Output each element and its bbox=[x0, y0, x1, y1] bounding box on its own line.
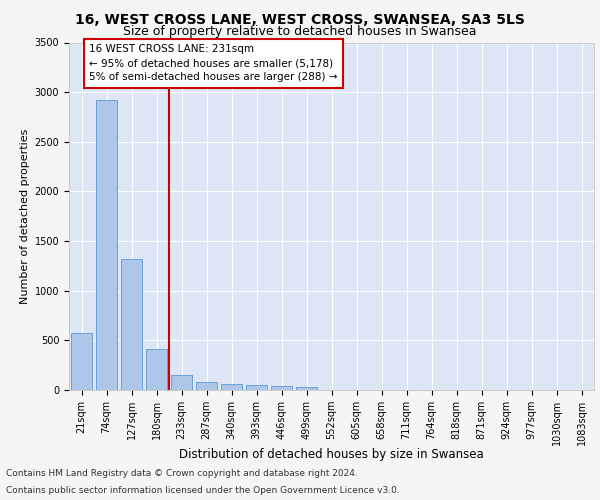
Text: Contains HM Land Registry data © Crown copyright and database right 2024.: Contains HM Land Registry data © Crown c… bbox=[6, 468, 358, 477]
Bar bbox=[171, 374, 192, 390]
Bar bbox=[196, 382, 217, 390]
Bar bbox=[96, 100, 117, 390]
Bar bbox=[271, 386, 292, 390]
Text: Contains public sector information licensed under the Open Government Licence v3: Contains public sector information licen… bbox=[6, 486, 400, 495]
Text: Size of property relative to detached houses in Swansea: Size of property relative to detached ho… bbox=[123, 25, 477, 38]
Text: 16 WEST CROSS LANE: 231sqm
← 95% of detached houses are smaller (5,178)
5% of se: 16 WEST CROSS LANE: 231sqm ← 95% of deta… bbox=[89, 44, 337, 82]
Bar bbox=[146, 350, 167, 390]
X-axis label: Distribution of detached houses by size in Swansea: Distribution of detached houses by size … bbox=[179, 448, 484, 461]
Bar bbox=[121, 259, 142, 390]
Bar bbox=[71, 334, 92, 390]
Text: 16, WEST CROSS LANE, WEST CROSS, SWANSEA, SA3 5LS: 16, WEST CROSS LANE, WEST CROSS, SWANSEA… bbox=[75, 12, 525, 26]
Y-axis label: Number of detached properties: Number of detached properties bbox=[20, 128, 31, 304]
Bar bbox=[246, 384, 267, 390]
Bar bbox=[221, 384, 242, 390]
Bar bbox=[296, 386, 317, 390]
